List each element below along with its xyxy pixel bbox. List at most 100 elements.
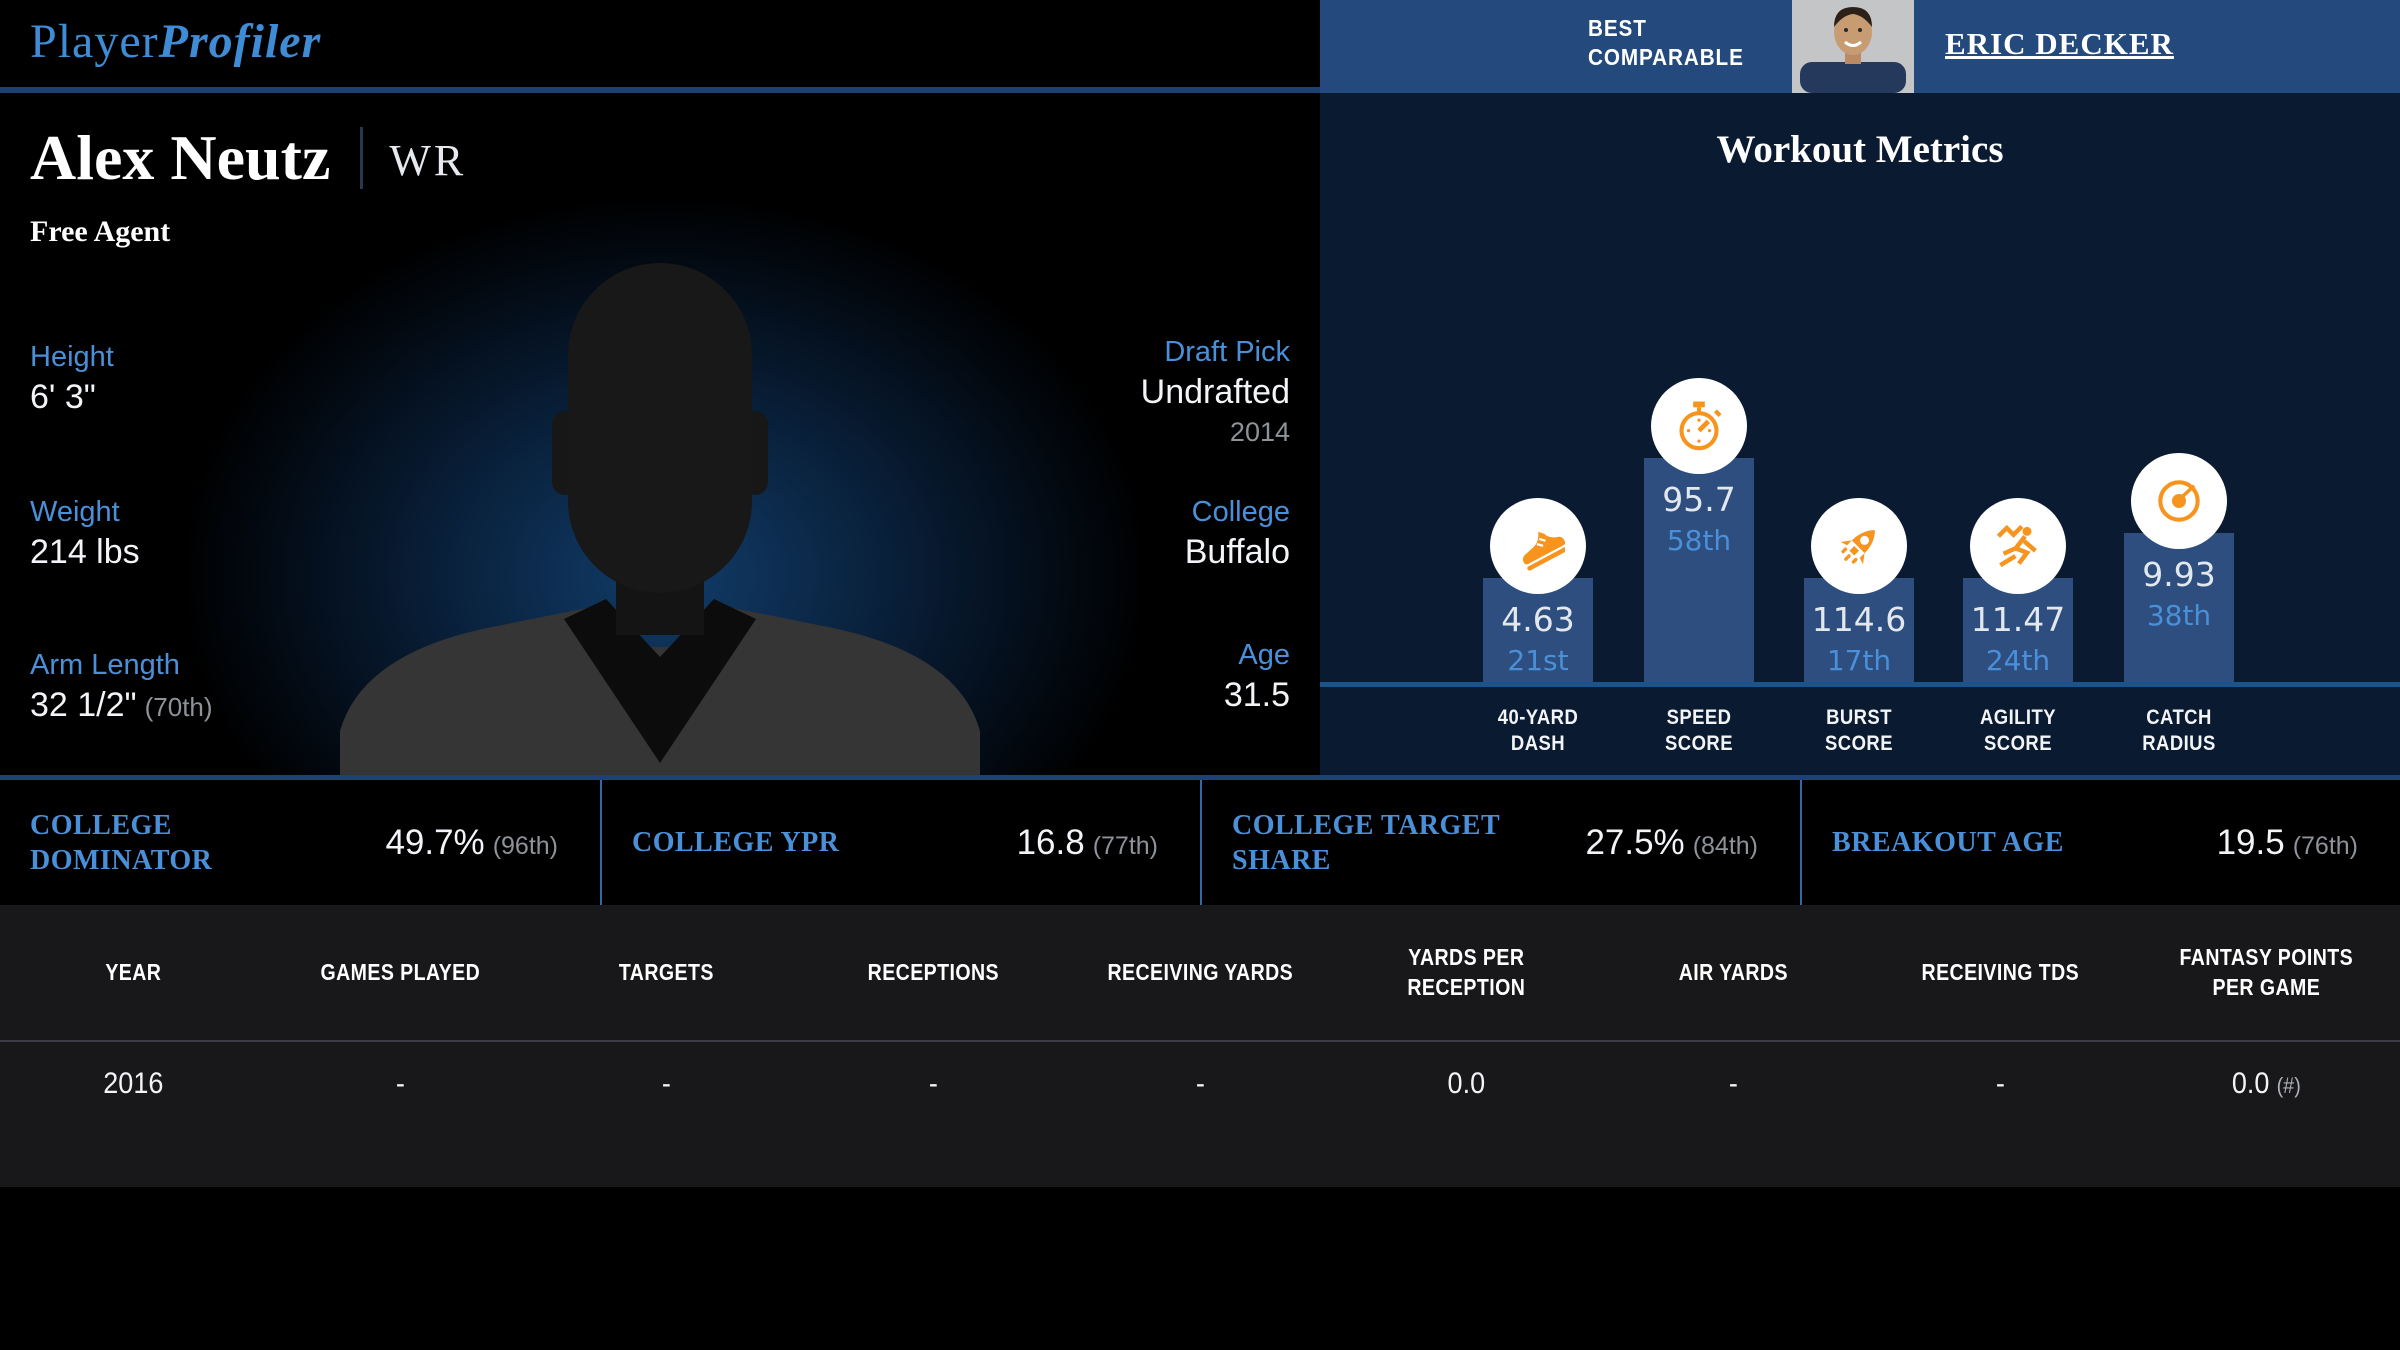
bar-catch-radius: 9.93 38th bbox=[2124, 453, 2234, 682]
stat-label: COLLEGE TARGET SHARE bbox=[1232, 809, 1500, 876]
player-name: Alex Neutz bbox=[30, 122, 331, 193]
col-fantasy-points-per-game: FANTASY POINTS PER GAME bbox=[2179, 943, 2354, 1000]
stat-percentile: (77th) bbox=[1092, 831, 1158, 860]
col-year: YEAR bbox=[105, 958, 162, 985]
name-position-divider bbox=[360, 127, 364, 189]
col-air-yards: AIR YARDS bbox=[1678, 958, 1788, 985]
cell-air-yards: - bbox=[1728, 1067, 1738, 1100]
cell-fantasy-points-per-game: 0.0 (#) bbox=[2232, 1067, 2302, 1100]
cell-receiving-tds: - bbox=[1995, 1067, 2005, 1100]
college-dominator-cell: COLLEGE DOMINATOR 49.7% (96th) bbox=[0, 780, 600, 905]
college-stats-row: COLLEGE DOMINATOR 49.7% (96th) COLLEGE YP… bbox=[0, 775, 2400, 905]
playerprofiler-logo[interactable]: PlayerProfiler bbox=[30, 14, 321, 69]
player-position: WR bbox=[389, 135, 467, 185]
bio-college: College Buffalo bbox=[1185, 495, 1290, 576]
eric-decker-photo bbox=[1792, 0, 1914, 93]
top-header: PlayerProfiler BEST COMPARABLE ERI bbox=[0, 0, 2400, 93]
bio-value: 32 1/2" (70th) bbox=[30, 685, 213, 724]
workout-metrics-panel: Workout Metrics 4.63 21st bbox=[1320, 93, 2400, 775]
col-receptions: RECEPTIONS bbox=[867, 958, 999, 985]
bar-40-yard-dash: 4.63 21st bbox=[1483, 498, 1593, 682]
col-receiving-yards: RECEIVING YARDS bbox=[1107, 958, 1293, 985]
metric-percentile: 38th bbox=[2146, 599, 2212, 632]
table-header-row: YEAR GAMES PLAYED TARGETS RECEPTIONS REC… bbox=[0, 905, 2400, 1042]
bio-arm-length: Arm Length 32 1/2" (70th) bbox=[30, 648, 213, 729]
bio-label: Height bbox=[30, 341, 114, 373]
bio-value: 6' 3" bbox=[30, 377, 96, 416]
metric-label-burst-score: BURST SCORE bbox=[1825, 706, 1893, 756]
college-ypr-cell: COLLEGE YPR 16.8 (77th) bbox=[600, 780, 1200, 905]
metric-percentile: 17th bbox=[1826, 644, 1892, 677]
bio-draft-year: 2014 bbox=[1229, 416, 1290, 447]
bio-percentile: (70th) bbox=[144, 691, 213, 722]
bio-value: 31.5 bbox=[1223, 675, 1290, 714]
logo-text-player: Player bbox=[30, 15, 159, 68]
bar-burst-score: 114.6 17th bbox=[1804, 498, 1914, 682]
table-row: 2016 - - - - 0.0 - - 0.0 (#) bbox=[0, 1042, 2400, 1126]
workout-metrics-title: Workout Metrics bbox=[1716, 128, 2004, 171]
col-receiving-tds: RECEIVING TDS bbox=[1921, 958, 2079, 985]
best-comparable-label: BEST COMPARABLE bbox=[1588, 15, 1744, 70]
player-summary-panel: Alex Neutz WR Free Agent Height 6' 3" We… bbox=[0, 93, 1320, 775]
cell-yards-per-reception: 0.0 bbox=[1447, 1067, 1486, 1100]
bio-label: Draft Pick bbox=[1164, 336, 1290, 368]
metric-value: 114.6 bbox=[1811, 600, 1907, 639]
stat-label: COLLEGE YPR bbox=[632, 827, 840, 858]
metric-value: 95.7 bbox=[1662, 480, 1736, 519]
stat-label: COLLEGE DOMINATOR bbox=[30, 809, 213, 876]
bio-value: Buffalo bbox=[1184, 532, 1290, 571]
bio-weight: Weight 214 lbs bbox=[30, 495, 140, 576]
metric-value: 11.47 bbox=[1970, 600, 2066, 639]
metric-label-agility-score: AGILITY SCORE bbox=[1980, 706, 2056, 756]
stat-percentile: (96th) bbox=[492, 831, 558, 860]
stat-value-wrap: 49.7% (96th) bbox=[385, 823, 558, 863]
sprinter-icon bbox=[1970, 498, 2066, 594]
metric-label-catch-radius: CATCH RADIUS bbox=[2142, 706, 2216, 756]
bio-label: Weight bbox=[30, 496, 120, 528]
bio-height: Height 6' 3" bbox=[30, 340, 114, 421]
rocket-icon bbox=[1811, 498, 1907, 594]
bio-value: 214 lbs bbox=[30, 532, 140, 571]
college-target-share-cell: COLLEGE TARGET SHARE 27.5% (84th) bbox=[1200, 780, 1800, 905]
metric-percentile: 24th bbox=[1985, 644, 2051, 677]
bar-agility-score: 11.47 24th bbox=[1963, 498, 2073, 682]
cell-games-played: - bbox=[395, 1067, 405, 1100]
best-comparable-avatar[interactable] bbox=[1792, 0, 1914, 93]
col-games-played: GAMES PLAYED bbox=[320, 958, 480, 985]
cell-receiving-yards: - bbox=[1195, 1067, 1205, 1100]
bio-label: College bbox=[1191, 496, 1290, 528]
player-name-row: Alex Neutz WR bbox=[30, 121, 466, 195]
cell-receptions: - bbox=[928, 1067, 938, 1100]
col-targets: TARGETS bbox=[619, 958, 715, 985]
metric-label-40-yard-dash: 40-YARD DASH bbox=[1497, 706, 1579, 756]
stat-label: BREAKOUT AGE bbox=[1832, 827, 2064, 858]
metric-percentile: 21st bbox=[1507, 644, 1569, 677]
stat-value-wrap: 27.5% (84th) bbox=[1585, 823, 1758, 863]
stat-value: 27.5% bbox=[1585, 822, 1685, 862]
fppg-note: (#) bbox=[2276, 1073, 2302, 1098]
best-comparable-player-link[interactable]: ERIC DECKER bbox=[1945, 26, 2174, 61]
stat-percentile: (84th) bbox=[1692, 831, 1758, 860]
stopwatch-icon bbox=[1651, 378, 1747, 474]
metric-value: 9.93 bbox=[2142, 555, 2216, 594]
stat-percentile: (76th) bbox=[2292, 831, 2358, 860]
bio-label: Arm Length bbox=[30, 649, 180, 681]
cell-year: 2016 bbox=[103, 1067, 164, 1100]
breakout-age-cell: BREAKOUT AGE 19.5 (76th) bbox=[1800, 780, 2400, 905]
bio-value: Undrafted bbox=[1140, 372, 1290, 411]
stat-value-wrap: 19.5 (76th) bbox=[2217, 823, 2358, 863]
metric-percentile: 58th bbox=[1666, 524, 1732, 557]
shoe-icon bbox=[1490, 498, 1586, 594]
chart-baseline bbox=[1320, 682, 2400, 687]
header-underline bbox=[0, 87, 1320, 93]
bio-age: Age 31.5 bbox=[1224, 638, 1290, 719]
col-yards-per-reception: YARDS PER RECEPTION bbox=[1407, 943, 1526, 1000]
stat-value: 49.7% bbox=[385, 822, 485, 862]
bio-draft-pick: Draft Pick Undrafted 2014 bbox=[1141, 335, 1290, 448]
player-silhouette bbox=[340, 263, 980, 775]
stat-value-wrap: 16.8 (77th) bbox=[1017, 823, 1158, 863]
player-team-status: Free Agent bbox=[30, 215, 171, 248]
cell-targets: - bbox=[662, 1067, 672, 1100]
bar-speed-score: 95.7 58th bbox=[1644, 378, 1754, 682]
